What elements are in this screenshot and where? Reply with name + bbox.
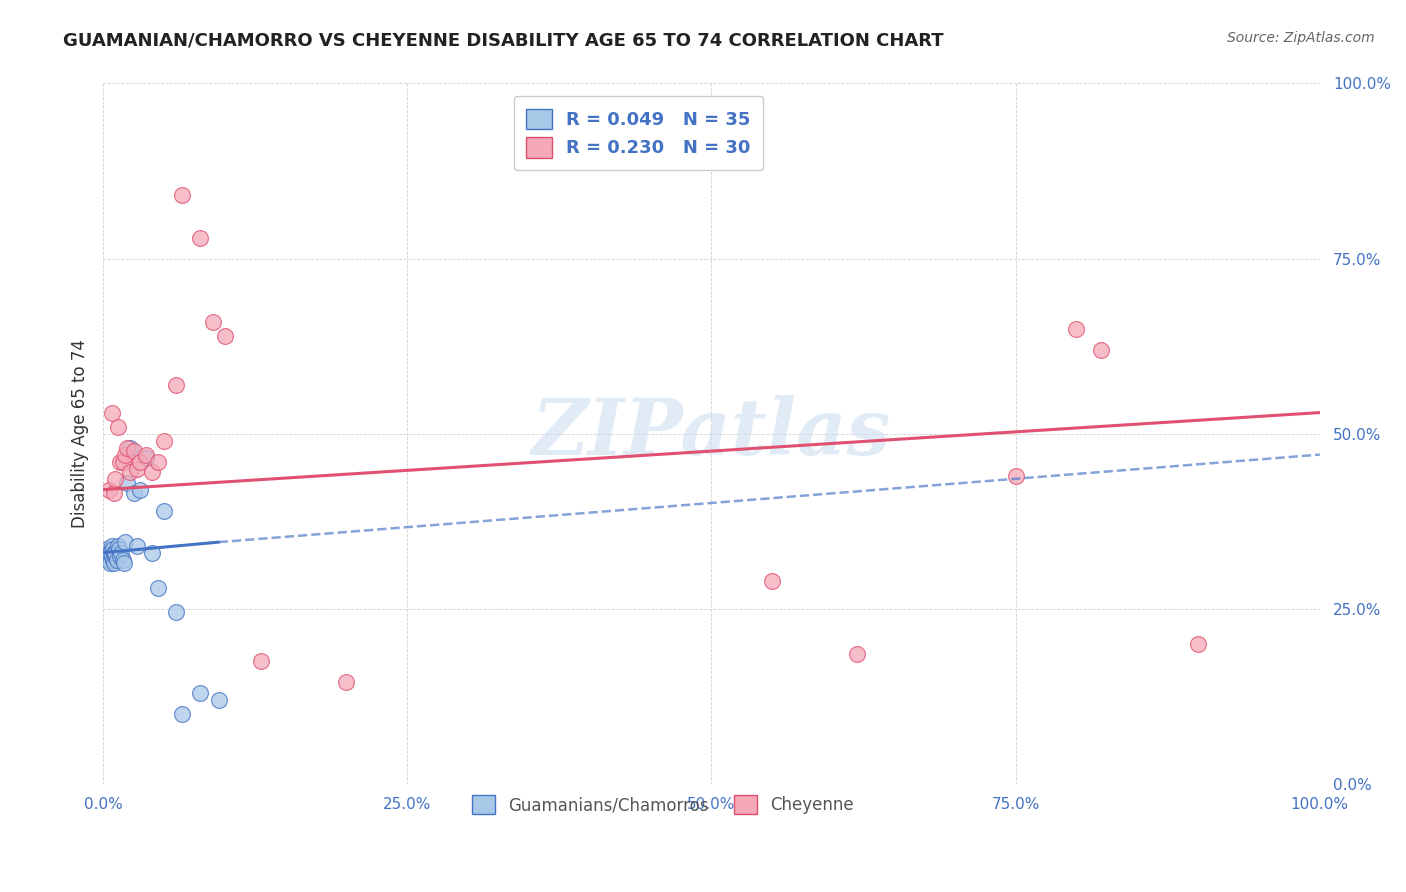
Point bbox=[98, 552, 121, 566]
Text: Source: ZipAtlas.com: Source: ZipAtlas.com bbox=[1227, 31, 1375, 45]
Point bbox=[165, 377, 187, 392]
Point bbox=[104, 546, 127, 560]
Point bbox=[118, 465, 141, 479]
Point bbox=[114, 448, 136, 462]
Point bbox=[96, 542, 118, 557]
Point bbox=[100, 556, 122, 570]
Point bbox=[103, 486, 125, 500]
Point bbox=[172, 706, 194, 721]
Point bbox=[107, 539, 129, 553]
Point bbox=[190, 230, 212, 244]
Point bbox=[1090, 343, 1112, 357]
Point bbox=[153, 434, 176, 448]
Point bbox=[1004, 468, 1026, 483]
Point bbox=[135, 451, 157, 466]
Point bbox=[201, 314, 224, 328]
Point bbox=[214, 328, 236, 343]
Point bbox=[153, 503, 176, 517]
Point bbox=[111, 552, 134, 566]
Point bbox=[100, 406, 122, 420]
Point bbox=[335, 675, 357, 690]
Y-axis label: Disability Age 65 to 74: Disability Age 65 to 74 bbox=[72, 339, 89, 528]
Point bbox=[117, 441, 139, 455]
Legend: Guamanians/Chamorros, Cheyenne: Guamanians/Chamorros, Cheyenne bbox=[461, 785, 865, 824]
Point bbox=[103, 556, 125, 570]
Point bbox=[761, 574, 783, 588]
Point bbox=[111, 454, 134, 468]
Point bbox=[1066, 321, 1088, 335]
Point bbox=[846, 647, 869, 661]
Point bbox=[110, 546, 132, 560]
Point bbox=[122, 444, 145, 458]
Point bbox=[250, 654, 273, 668]
Point bbox=[101, 552, 124, 566]
Point bbox=[108, 549, 131, 563]
Point bbox=[108, 454, 131, 468]
Point bbox=[165, 605, 187, 619]
Point bbox=[100, 546, 122, 560]
Point bbox=[135, 448, 157, 462]
Point bbox=[127, 461, 149, 475]
Point bbox=[98, 483, 121, 497]
Point bbox=[127, 539, 149, 553]
Point bbox=[97, 546, 120, 560]
Point bbox=[122, 486, 145, 500]
Point bbox=[118, 441, 141, 455]
Point bbox=[128, 483, 150, 497]
Point bbox=[100, 549, 122, 563]
Point bbox=[104, 549, 127, 563]
Point bbox=[128, 454, 150, 468]
Point bbox=[112, 556, 135, 570]
Point bbox=[1187, 637, 1209, 651]
Text: GUAMANIAN/CHAMORRO VS CHEYENNE DISABILITY AGE 65 TO 74 CORRELATION CHART: GUAMANIAN/CHAMORRO VS CHEYENNE DISABILIT… bbox=[63, 31, 943, 49]
Point bbox=[146, 454, 169, 468]
Point bbox=[100, 539, 122, 553]
Point bbox=[141, 465, 163, 479]
Point bbox=[107, 419, 129, 434]
Point bbox=[208, 692, 231, 706]
Point bbox=[104, 472, 127, 486]
Point bbox=[105, 552, 128, 566]
Point bbox=[172, 188, 194, 202]
Point bbox=[117, 475, 139, 490]
Text: ZIPatlas: ZIPatlas bbox=[531, 395, 891, 472]
Point bbox=[146, 581, 169, 595]
Point bbox=[108, 542, 131, 557]
Point bbox=[114, 535, 136, 549]
Point bbox=[141, 546, 163, 560]
Point bbox=[103, 546, 125, 560]
Point bbox=[98, 549, 121, 563]
Point bbox=[101, 542, 124, 557]
Point bbox=[190, 686, 212, 700]
